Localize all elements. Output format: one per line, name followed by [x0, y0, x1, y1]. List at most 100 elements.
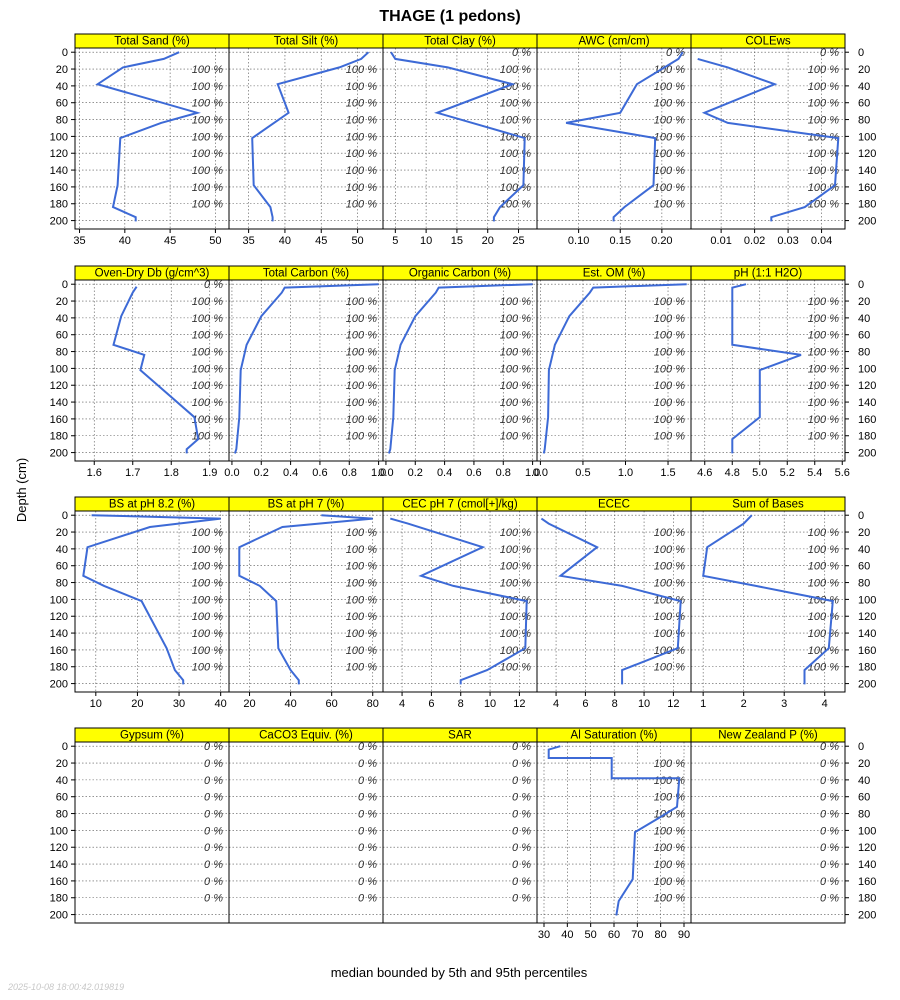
pct-label: 0 %: [204, 876, 223, 888]
y-tick-label: 0: [62, 510, 68, 522]
pct-label: 0 %: [512, 47, 531, 59]
pct-label: 100 %: [654, 165, 685, 177]
pct-label: 0 %: [358, 758, 377, 770]
y-tick-label: 140: [858, 628, 876, 640]
pct-label: 100 %: [808, 98, 839, 110]
x-tick-label: 25: [512, 235, 524, 247]
panel-frame: [690, 741, 846, 924]
y-tick-label: 20: [858, 527, 870, 539]
panel: Total Sand (%) 100 % 100 % 100 % 100 % 100 % 1…: [50, 33, 230, 247]
x-tick-label: 5.6: [835, 467, 850, 479]
panel: SAR 0 % 0 % 0 % 0 % 0 % 0 % 0 % 0 % 0 % 0 %: [382, 727, 538, 924]
y-tick-label: 120: [50, 380, 68, 392]
panel: CaCO3 Equiv. (%) 0 % 0 % 0 % 0 % 0 % 0 % 0 % 0 %…: [228, 727, 384, 924]
pct-label: 0 %: [358, 809, 377, 821]
x-axis-label: median bounded by 5th and 95th percentil…: [331, 965, 588, 980]
pct-label: 100 %: [346, 561, 377, 573]
pct-label: 100 %: [808, 165, 839, 177]
y-tick-label: 60: [56, 792, 68, 804]
y-tick-label: 200: [858, 216, 876, 228]
x-tick-label: 0.6: [312, 467, 327, 479]
y-tick-label: 180: [858, 662, 876, 674]
panel-title: COLEws: [745, 36, 791, 48]
panel: ECEC 100 % 100 % 100 % 100 % 100 % 100 % 100 % 1…: [536, 496, 692, 710]
pct-label: 100 %: [192, 115, 223, 127]
pct-label: 100 %: [346, 199, 377, 211]
x-tick-label: 5: [392, 235, 398, 247]
pct-label: 100 %: [346, 98, 377, 110]
pct-label: 0 %: [820, 47, 839, 59]
y-tick-label: 20: [858, 758, 870, 770]
x-tick-label: 8: [458, 698, 464, 710]
pct-label: 0 %: [358, 792, 377, 804]
y-tick-label: 180: [858, 199, 876, 211]
y-tick-label: 100: [858, 131, 876, 143]
pct-label: 100 %: [346, 527, 377, 539]
panel-title: Total Clay (%): [424, 36, 496, 48]
panel-title: Al Saturation (%): [571, 730, 658, 742]
pct-label: 100 %: [192, 628, 223, 640]
x-tick-label: 60: [608, 929, 620, 941]
panel: CEC pH 7 (cmol[+]/kg) 100 % 100 % 100 % 100 …: [382, 496, 538, 710]
y-tick-label: 60: [858, 561, 870, 573]
pct-label: 100 %: [346, 148, 377, 160]
panel: Al Saturation (%) 100 % 100 % 100 % 100 % 100…: [536, 727, 692, 941]
y-tick-label: 20: [56, 758, 68, 770]
y-tick-label: 120: [858, 148, 876, 160]
pct-label: 100 %: [808, 148, 839, 160]
x-tick-label: 0.8: [496, 467, 511, 479]
x-tick-label: 0.15: [610, 235, 631, 247]
x-tick-label: 1.0: [371, 467, 386, 479]
pct-label: 0 %: [358, 893, 377, 905]
x-tick-label: 15: [451, 235, 463, 247]
panel-title: Est. OM (%): [583, 268, 646, 280]
pct-label: 100 %: [500, 115, 531, 127]
pct-label: 0 %: [204, 825, 223, 837]
pct-label: 100 %: [500, 313, 531, 325]
x-tick-label: 5.0: [752, 467, 767, 479]
x-tick-label: 5.4: [807, 467, 822, 479]
pct-label: 100 %: [654, 380, 685, 392]
pct-label: 100 %: [654, 859, 685, 871]
pct-label: 100 %: [346, 397, 377, 409]
median-profile-line: [251, 51, 370, 222]
pct-label: 100 %: [192, 594, 223, 606]
pct-label: 100 %: [346, 347, 377, 359]
pct-label: 100 %: [192, 98, 223, 110]
pct-label: 0 %: [820, 741, 839, 753]
panel-grid: Total Sand (%)100 %100 %100 %100 %100 %1…: [50, 33, 876, 941]
y-tick-label: 80: [56, 809, 68, 821]
panel-frame: [690, 47, 846, 230]
pct-label: 100 %: [808, 611, 839, 623]
y-tick-label: 140: [858, 165, 876, 177]
median-profile-line: [540, 517, 682, 685]
pct-label: 100 %: [654, 431, 685, 443]
x-tick-label: 10: [420, 235, 432, 247]
y-tick-label: 160: [858, 414, 876, 426]
x-tick-label: 1.0: [525, 467, 540, 479]
panel: New Zealand P (%)0 %0 %0 %0 %0 %0 %0 %0 …: [690, 727, 876, 924]
panel-title: ECEC: [598, 499, 630, 511]
pct-label: 100 %: [500, 544, 531, 556]
y-tick-label: 120: [50, 148, 68, 160]
pct-label: 100 %: [808, 578, 839, 590]
pct-label: 100 %: [654, 313, 685, 325]
x-tick-label: 8: [612, 698, 618, 710]
pct-label: 0 %: [820, 876, 839, 888]
y-tick-label: 100: [858, 363, 876, 375]
pct-label: 100 %: [192, 199, 223, 211]
y-tick-label: 160: [50, 182, 68, 194]
panel: Total Carbon (%) 100 % 100 % 100 % 100 % 100 …: [224, 265, 386, 479]
y-tick-label: 40: [56, 775, 68, 787]
y-tick-label: 0: [62, 47, 68, 59]
x-tick-label: 50: [209, 235, 221, 247]
pct-label: 0 %: [512, 842, 531, 854]
pct-label: 100 %: [500, 131, 531, 143]
timestamp: 2025-10-08 18:00:42.019819: [7, 982, 124, 992]
pct-label: 100 %: [346, 662, 377, 674]
y-tick-label: 100: [50, 363, 68, 375]
pct-label: 100 %: [808, 64, 839, 76]
pct-label: 100 %: [808, 414, 839, 426]
pct-label: 0 %: [358, 741, 377, 753]
pct-label: 100 %: [192, 662, 223, 674]
